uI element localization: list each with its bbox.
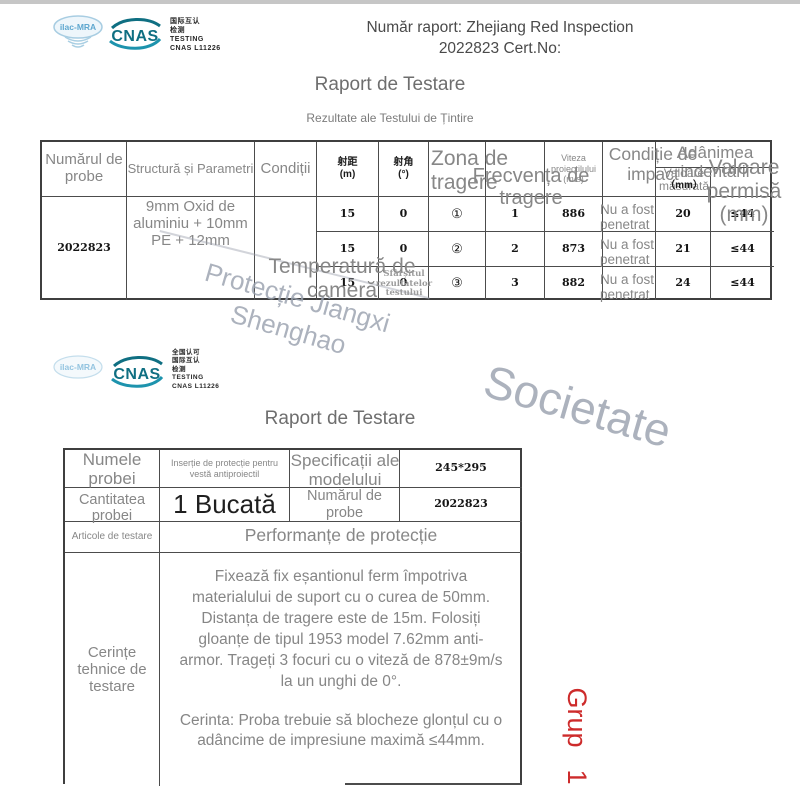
- th-test-items: Articole de testare: [65, 522, 160, 553]
- cell-test-items-value: Performanțe de protecție: [160, 522, 522, 553]
- th-zone: Zona de tragere: [429, 142, 508, 197]
- cell-impact: Nu a fost penetrat: [600, 197, 656, 232]
- cert-line: CNAS L11226: [170, 45, 221, 53]
- th-angle: 射角 (°): [379, 142, 429, 197]
- cnas-label: CNAS: [111, 28, 158, 45]
- cell-angle: 0: [379, 232, 429, 267]
- th-model-spec: Specificații ale modelului: [290, 450, 400, 490]
- cell-impact: Nu a fost penetrat: [600, 232, 656, 267]
- cell-distance: 15: [317, 232, 379, 267]
- cnas-cert-text: 国际互认 检测 TESTING CNAS L11226: [170, 17, 221, 53]
- cell-distance: 15: [317, 197, 379, 232]
- th-sample-name: Numele probei: [65, 450, 160, 488]
- report-number: Număr raport: Zhejiang Red Inspection 20…: [345, 18, 655, 60]
- cell-angle: 0 Sfârșitul rezultatelor testului: [376, 267, 432, 300]
- th-depth: Adânimea indentării: [656, 142, 774, 181]
- th-conditions: Condiții: [255, 142, 317, 197]
- th-sample: Numărul de probe: [42, 142, 127, 197]
- cell-allowed: ≤44: [711, 232, 774, 267]
- cell-distance: 15: [317, 267, 379, 300]
- cell-measured: 24: [656, 267, 711, 300]
- cell-technical-requirements-value: Fixează fix eșantionul ferm împotriva ma…: [160, 553, 522, 786]
- stamp-mark: 1: [562, 769, 593, 785]
- scan-top-edge: [0, 0, 800, 4]
- end-of-results-note: Sfârșitul rezultatelor testului: [375, 269, 433, 299]
- requirements-paragraph: Fixează fix eșantionul ferm împotriva ma…: [179, 568, 503, 690]
- cell-velocity: 873: [545, 232, 603, 267]
- th-structure: Structură și Parametri: [127, 142, 255, 197]
- cell-velocity: 882: [545, 267, 603, 300]
- report-number-line1: Număr raport: Zhejiang Red Inspection: [366, 19, 634, 36]
- cell-sample-qty-value: 1 Bucată: [160, 488, 290, 522]
- ilac-mra-logo: ilac-MRA: [52, 14, 104, 57]
- cell-frequency: 1: [486, 197, 545, 232]
- cell-measured: 21: [656, 232, 711, 267]
- th-sample-number: Numărul de probe: [290, 488, 400, 522]
- cell-conditions: Temperatură de cameră: [255, 197, 416, 302]
- cell-measured: 20: [656, 197, 711, 232]
- sample-info-table: Numele probei Inserție de protecție pent…: [63, 448, 522, 786]
- cell-model-spec-value: 245*295: [400, 450, 522, 488]
- cert-line: 国际互认: [172, 357, 200, 365]
- cert-line: CNAS L11226: [172, 382, 220, 390]
- th-sample-qty: Cantitatea probei: [65, 488, 160, 524]
- cnas-cert-text-2: 全国认可 国际互认 检测 TESTING CNAS L11226: [172, 349, 219, 391]
- acceptance-paragraph: Cerinta: Proba trebuie să blocheze glonț…: [179, 711, 503, 750]
- th-velocity: Viteza proiectilului (m/s): [545, 142, 603, 197]
- cert-line: TESTING: [170, 36, 204, 44]
- th-technical-requirements: Cerințe tehnice de testare: [65, 553, 160, 786]
- cell-frequency: 2: [486, 232, 545, 267]
- ilac-mra-label: ilac-MRA: [60, 22, 96, 32]
- stamp-grup: Grup 1: [562, 674, 593, 798]
- cert-line: TESTING: [172, 374, 204, 382]
- shooting-results-table: Numărul de probe Structură și Parametri …: [40, 140, 782, 302]
- cell-zone: ②: [429, 232, 486, 267]
- th-impact: Condiție de impact: [603, 142, 697, 197]
- table2-partial-bottom-border: [345, 783, 522, 785]
- cnas-label: CNAS: [113, 366, 160, 383]
- ilac-mra-logo-2: ilac-MRA: [52, 354, 104, 389]
- th-measured: Valoare măsurată （mm）: [656, 166, 711, 197]
- cell-velocity: 886: [545, 197, 603, 232]
- cnas-logo: CNAS: [106, 16, 164, 57]
- ilac-mra-label: ilac-MRA: [60, 362, 96, 372]
- cell-zone: ③: [429, 267, 486, 300]
- th-distance: 射距 (m): [317, 142, 379, 197]
- report-subtitle: Rezultate ale Testului de Țintire: [306, 111, 474, 125]
- report-title: Raport de Testare: [314, 74, 466, 95]
- cell-allowed: ≤44: [730, 276, 755, 290]
- cell-frequency: 3: [486, 267, 545, 300]
- stamp-word: Grup: [562, 687, 593, 748]
- cell-sample-number-value: 2022823: [400, 488, 522, 522]
- cert-line: 检测: [170, 27, 185, 35]
- report-title-2: Raport de Testare: [264, 408, 416, 429]
- cell-zone: ①: [429, 197, 486, 232]
- cert-line: 全国认可: [172, 349, 200, 356]
- cell-angle: 0: [379, 197, 429, 232]
- cert-line: 检测: [172, 365, 186, 373]
- cell-structure: 9mm Oxid de aluminiu + 10mm PE + 12mm: [127, 197, 255, 300]
- cell-sample-name-value: Inserție de protecție pentru vestă antip…: [160, 450, 290, 488]
- report-number-line2: 2022823 Cert.No:: [438, 39, 562, 57]
- th-frequency: Frecvența de tragere: [473, 142, 589, 209]
- cell-sample-id: 2022823: [42, 197, 127, 300]
- cnas-logo-2: CNAS: [108, 354, 166, 395]
- cell-impact: Nu a fost penetrat: [600, 267, 656, 302]
- th-allowed: Valoare permisă (mm): [706, 156, 782, 227]
- cell-allowed: ≤44: [711, 197, 774, 232]
- cert-line: 国际互认: [170, 18, 200, 25]
